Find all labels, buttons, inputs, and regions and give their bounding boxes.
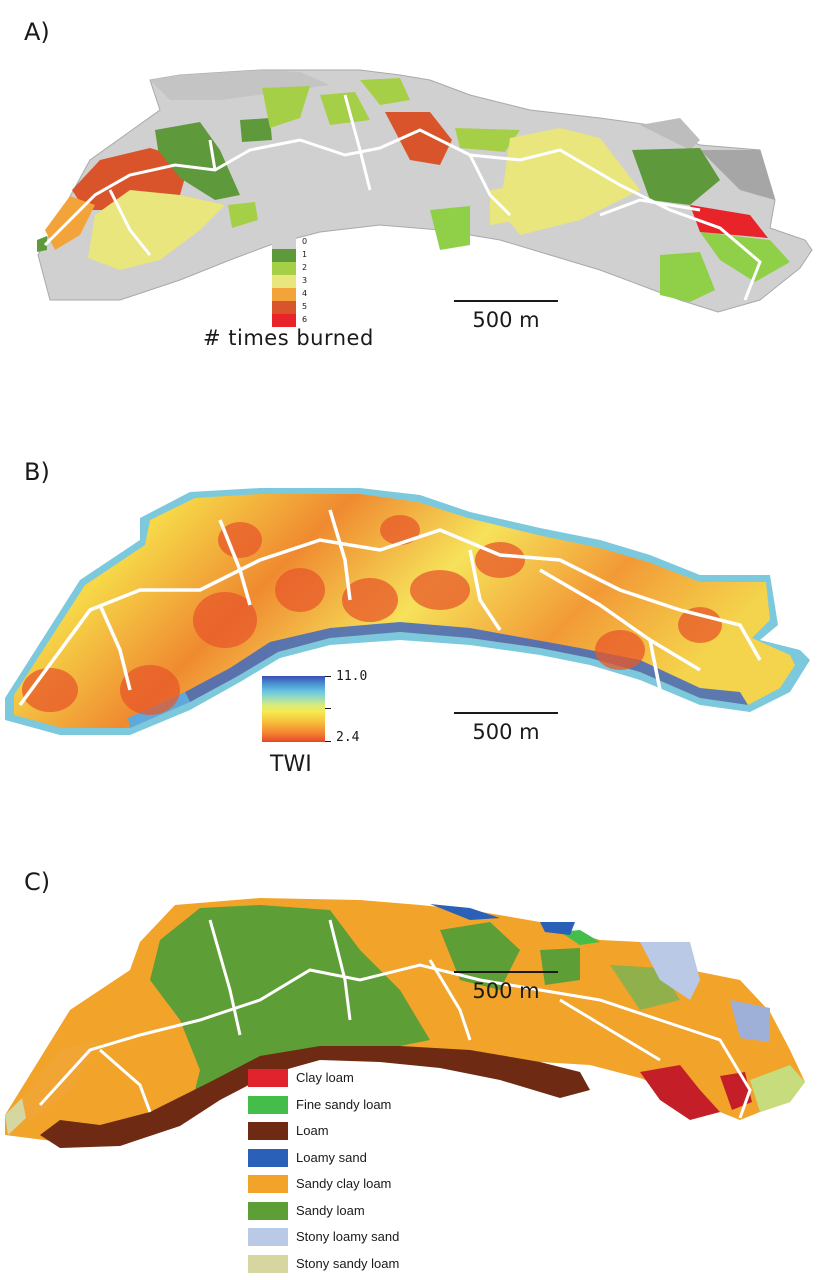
legend-item: 0 bbox=[272, 236, 332, 249]
twi-colorbar bbox=[262, 676, 325, 742]
legend-value: 4 bbox=[302, 289, 308, 298]
legend-item: 2 bbox=[272, 262, 332, 275]
legend-swatch bbox=[272, 275, 296, 288]
legend-label: Fine sandy loam bbox=[296, 1096, 392, 1112]
legend-label: Stony loamy sand bbox=[296, 1229, 400, 1244]
scale-bar: 500 m bbox=[454, 712, 558, 752]
legend-value: 0 bbox=[302, 237, 308, 246]
legend-value: 2 bbox=[302, 263, 308, 272]
legend-label: Sandy clay loam bbox=[296, 1176, 392, 1191]
legend-label: Sandy loam bbox=[296, 1202, 365, 1218]
panel-b-twi: B) 11.0 2.4 TWI 500 m bbox=[0, 440, 823, 820]
soil-texture-map bbox=[5, 898, 805, 1148]
legend-swatch bbox=[272, 262, 296, 275]
legend-label: Loam bbox=[296, 1123, 329, 1138]
legend-swatch bbox=[272, 288, 296, 301]
legend-item: Stony sandy loam bbox=[248, 1252, 448, 1279]
colorbar-tick bbox=[325, 708, 331, 709]
legend-swatch bbox=[272, 314, 296, 327]
legend-title: # times burned bbox=[203, 326, 374, 350]
colorbar-min-label: 2.4 bbox=[336, 730, 360, 745]
legend-item: 1 bbox=[272, 249, 332, 262]
legend-item: Fine sandy loam bbox=[248, 1093, 448, 1120]
legend-value: 1 bbox=[302, 250, 308, 259]
legend-swatch bbox=[248, 1122, 288, 1140]
legend-item: Sandy loam bbox=[248, 1199, 448, 1226]
scale-bar-line bbox=[454, 971, 558, 973]
legend-item: 3 bbox=[272, 275, 332, 288]
scale-bar: 500 m bbox=[454, 971, 558, 1011]
scale-bar-line bbox=[454, 300, 558, 302]
legend-item: 5 bbox=[272, 301, 332, 314]
legend-value: 6 bbox=[302, 315, 308, 324]
legend-swatch bbox=[248, 1148, 288, 1167]
legend-item: Stony loamy sand bbox=[248, 1225, 448, 1252]
legend-swatch bbox=[248, 1069, 288, 1087]
legend-swatch bbox=[272, 236, 296, 249]
legend-swatch bbox=[248, 1201, 288, 1220]
soil-texture-legend: Clay loam Fine sandy loam Loam Loamy san… bbox=[248, 1066, 448, 1278]
legend-value: 3 bbox=[302, 276, 308, 285]
panel-c-soil-texture: C) Clay loam Fine sandy loam Loam Loamy … bbox=[0, 850, 823, 1280]
scale-bar-label: 500 m bbox=[472, 308, 540, 332]
scale-bar-line bbox=[454, 712, 558, 714]
twi-map bbox=[5, 488, 810, 735]
colorbar-title: TWI bbox=[270, 752, 312, 777]
legend-swatch bbox=[248, 1254, 288, 1273]
panel-a-burn-frequency: A) 0 1 2 3 4 5 6 # times burne bbox=[0, 0, 823, 400]
legend-item: Clay loam bbox=[248, 1066, 448, 1093]
legend-swatch bbox=[248, 1175, 288, 1193]
scale-bar: 500 m bbox=[454, 300, 558, 340]
legend-swatch bbox=[272, 249, 296, 262]
burn-count-legend: 0 1 2 3 4 5 6 bbox=[272, 236, 332, 327]
legend-label: Loamy sand bbox=[296, 1149, 367, 1165]
panel-label: A) bbox=[24, 18, 50, 46]
legend-item: Loamy sand bbox=[248, 1146, 448, 1173]
scale-bar-label: 500 m bbox=[472, 720, 540, 744]
legend-swatch bbox=[272, 301, 296, 314]
colorbar-max-label: 11.0 bbox=[336, 669, 368, 684]
legend-swatch bbox=[248, 1095, 288, 1114]
legend-swatch bbox=[248, 1228, 288, 1246]
legend-item: 6 bbox=[272, 314, 332, 327]
legend-item: 4 bbox=[272, 288, 332, 301]
scale-bar-label: 500 m bbox=[472, 979, 540, 1003]
legend-value: 5 bbox=[302, 302, 308, 311]
panel-label: C) bbox=[24, 868, 51, 896]
colorbar-tick bbox=[325, 676, 331, 677]
burn-frequency-map bbox=[37, 69, 813, 313]
legend-label: Clay loam bbox=[296, 1070, 354, 1085]
legend-item: Sandy clay loam bbox=[248, 1172, 448, 1199]
legend-item: Loam bbox=[248, 1119, 448, 1146]
legend-label: Stony sandy loam bbox=[296, 1255, 400, 1271]
panel-label: B) bbox=[24, 458, 50, 486]
colorbar-tick bbox=[325, 741, 331, 742]
